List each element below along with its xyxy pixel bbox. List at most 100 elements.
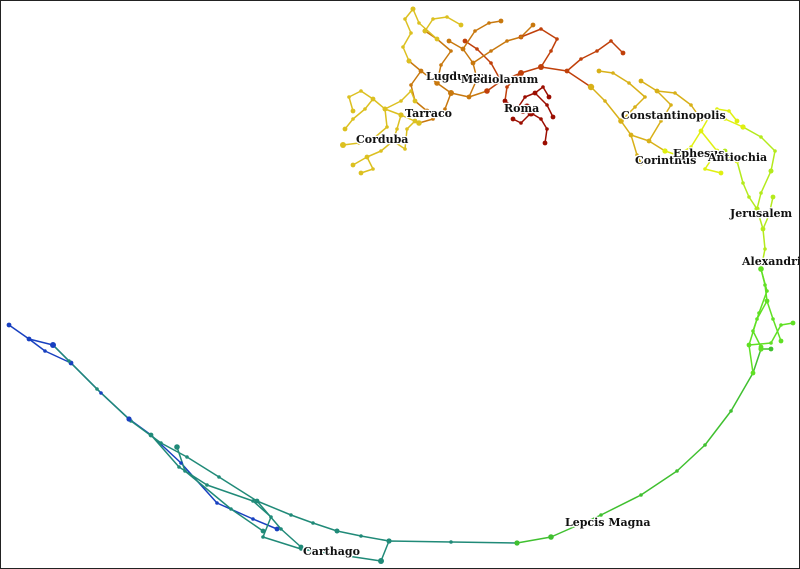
road-node-243 <box>405 127 409 131</box>
road-node-203 <box>460 46 466 52</box>
road-edge-35 <box>418 92 452 124</box>
road-edge-10 <box>766 300 782 342</box>
road-node-148 <box>620 50 626 56</box>
road-node-106 <box>714 148 720 154</box>
road-node-116 <box>659 119 663 123</box>
city-label-roma: Roma <box>504 102 539 115</box>
road-node-38 <box>298 544 304 550</box>
road-node-126 <box>627 81 631 85</box>
road-node-4 <box>99 391 103 395</box>
road-node-212 <box>422 28 428 34</box>
city-label-corduba: Corduba <box>356 133 408 146</box>
road-edge-1 <box>28 338 72 364</box>
road-edge-40 <box>462 20 502 50</box>
road-node-242 <box>403 147 407 151</box>
road-node-124 <box>633 105 637 109</box>
road-node-140 <box>549 49 553 53</box>
road-node-72 <box>751 329 755 333</box>
city-label-jerusalem: Jerusalem <box>729 207 792 220</box>
road-node-233 <box>385 125 389 129</box>
city-label-ephesus: Ephesus <box>673 147 724 160</box>
road-node-251 <box>412 98 418 104</box>
road-node-99 <box>689 145 693 149</box>
road-node-65 <box>790 320 796 326</box>
road-node-125 <box>643 95 647 99</box>
road-node-145 <box>579 57 583 61</box>
road-node-156 <box>462 38 468 44</box>
road-node-121 <box>635 153 639 157</box>
road-node-153 <box>498 78 504 84</box>
road-node-82 <box>741 181 745 185</box>
road-node-15 <box>67 359 71 363</box>
road-node-271 <box>484 88 490 94</box>
road-node-173 <box>546 94 552 100</box>
road-node-78 <box>759 191 763 195</box>
road-node-19 <box>185 455 189 459</box>
road-edge-17 <box>664 130 702 156</box>
road-node-255 <box>378 558 384 564</box>
road-node-81 <box>747 195 751 199</box>
road-node-190 <box>439 63 443 67</box>
road-node-245 <box>364 154 370 160</box>
road-node-68 <box>778 338 784 344</box>
road-node-52 <box>729 409 733 413</box>
road-node-63 <box>769 341 773 345</box>
road-node-199 <box>489 49 493 53</box>
road-edge-0 <box>8 324 278 530</box>
road-node-261 <box>754 206 760 212</box>
road-node-229 <box>379 149 383 153</box>
road-node-213 <box>431 17 435 21</box>
road-node-241 <box>390 138 396 144</box>
road-edge-11 <box>752 268 768 348</box>
road-edge-2 <box>52 344 338 532</box>
road-node-102 <box>706 114 712 120</box>
road-node-169 <box>519 121 523 125</box>
road-node-259 <box>758 346 764 352</box>
road-node-209 <box>409 31 413 35</box>
road-node-252 <box>50 342 56 348</box>
road-node-244 <box>412 118 418 124</box>
road-node-205 <box>487 21 491 25</box>
road-node-150 <box>505 85 509 89</box>
road-node-26 <box>177 465 181 469</box>
road-node-119 <box>638 78 644 84</box>
road-edge-50 <box>384 90 416 110</box>
road-node-25 <box>148 432 154 438</box>
road-edge-6 <box>176 446 264 532</box>
road-node-267 <box>518 70 524 76</box>
road-node-269 <box>527 109 535 117</box>
road-node-56 <box>750 370 756 376</box>
road-node-113 <box>603 99 607 103</box>
road-edge-16 <box>700 116 744 162</box>
road-node-223 <box>363 107 367 111</box>
road-node-40 <box>359 534 363 538</box>
road-node-163 <box>514 106 520 112</box>
road-node-103 <box>715 107 719 111</box>
road-node-237 <box>370 96 376 102</box>
road-node-58 <box>755 317 759 321</box>
road-node-250 <box>409 89 413 93</box>
road-edge-26 <box>520 28 558 68</box>
road-node-248 <box>382 106 388 112</box>
road-node-120 <box>628 132 634 138</box>
road-node-275 <box>370 136 376 142</box>
road-node-70 <box>765 289 769 293</box>
road-node-49 <box>639 493 643 497</box>
road-node-202 <box>530 22 536 28</box>
road-node-9 <box>251 517 255 521</box>
road-node-91 <box>770 194 776 200</box>
road-node-23 <box>311 521 315 525</box>
road-node-166 <box>545 103 549 107</box>
road-node-36 <box>254 498 260 504</box>
road-node-224 <box>351 117 355 121</box>
road-edge-20 <box>590 86 666 152</box>
road-node-266 <box>538 64 544 70</box>
road-node-122 <box>638 160 644 166</box>
road-edge-47 <box>348 90 374 112</box>
road-node-262 <box>740 124 746 130</box>
city-label-carthago: Carthago <box>303 545 360 558</box>
road-node-141 <box>555 37 559 41</box>
road-node-210 <box>403 17 407 21</box>
road-edge-43 <box>412 8 438 40</box>
road-node-270 <box>520 108 526 114</box>
